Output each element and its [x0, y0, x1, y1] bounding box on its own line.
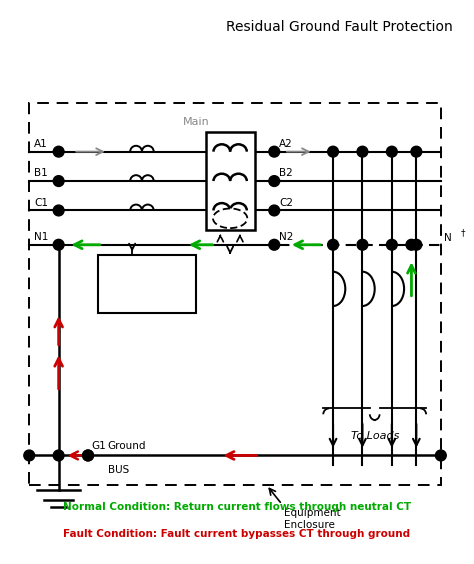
- Circle shape: [436, 450, 446, 461]
- Bar: [206, 132, 255, 230]
- Text: B1: B1: [34, 168, 48, 178]
- Circle shape: [53, 205, 64, 216]
- Circle shape: [386, 146, 397, 157]
- Circle shape: [82, 450, 93, 461]
- Text: G.F.: G.F.: [137, 270, 157, 280]
- Bar: [98, 254, 196, 314]
- Circle shape: [53, 450, 64, 461]
- Text: Normal Condition: Return current flows through neutral CT: Normal Condition: Return current flows t…: [63, 501, 411, 512]
- Circle shape: [386, 239, 397, 250]
- Text: C1: C1: [34, 197, 48, 208]
- Text: N1: N1: [34, 232, 48, 242]
- Text: Residual Ground Fault Protection: Residual Ground Fault Protection: [226, 20, 453, 34]
- Text: BUS: BUS: [108, 465, 129, 475]
- Circle shape: [269, 146, 280, 157]
- Circle shape: [411, 239, 422, 250]
- Text: Relay: Relay: [131, 290, 162, 301]
- Circle shape: [82, 450, 93, 461]
- Bar: [29, 103, 441, 485]
- Circle shape: [328, 146, 338, 157]
- Text: Main: Main: [182, 117, 209, 127]
- Circle shape: [269, 205, 280, 216]
- Text: G1: G1: [91, 440, 106, 451]
- Circle shape: [269, 175, 280, 187]
- Circle shape: [328, 239, 338, 250]
- Text: †: †: [460, 228, 465, 237]
- Text: B2: B2: [279, 168, 293, 178]
- Circle shape: [53, 175, 64, 187]
- Text: Equipment
Enclosure: Equipment Enclosure: [284, 508, 341, 530]
- Ellipse shape: [213, 209, 247, 228]
- Text: A1: A1: [34, 139, 48, 149]
- Text: To Loads: To Loads: [350, 431, 399, 441]
- Circle shape: [406, 239, 417, 250]
- Text: N: N: [444, 233, 452, 243]
- Circle shape: [357, 146, 368, 157]
- Text: C2: C2: [279, 197, 293, 208]
- Circle shape: [357, 239, 368, 250]
- Text: Ground: Ground: [108, 440, 146, 451]
- Circle shape: [269, 239, 280, 250]
- Circle shape: [411, 146, 422, 157]
- Text: A2: A2: [279, 139, 293, 149]
- Circle shape: [24, 450, 35, 461]
- Text: N2: N2: [279, 232, 293, 242]
- Circle shape: [53, 146, 64, 157]
- Text: Fault Condition: Fault current bypasses CT through ground: Fault Condition: Fault current bypasses …: [64, 529, 410, 539]
- Circle shape: [53, 239, 64, 250]
